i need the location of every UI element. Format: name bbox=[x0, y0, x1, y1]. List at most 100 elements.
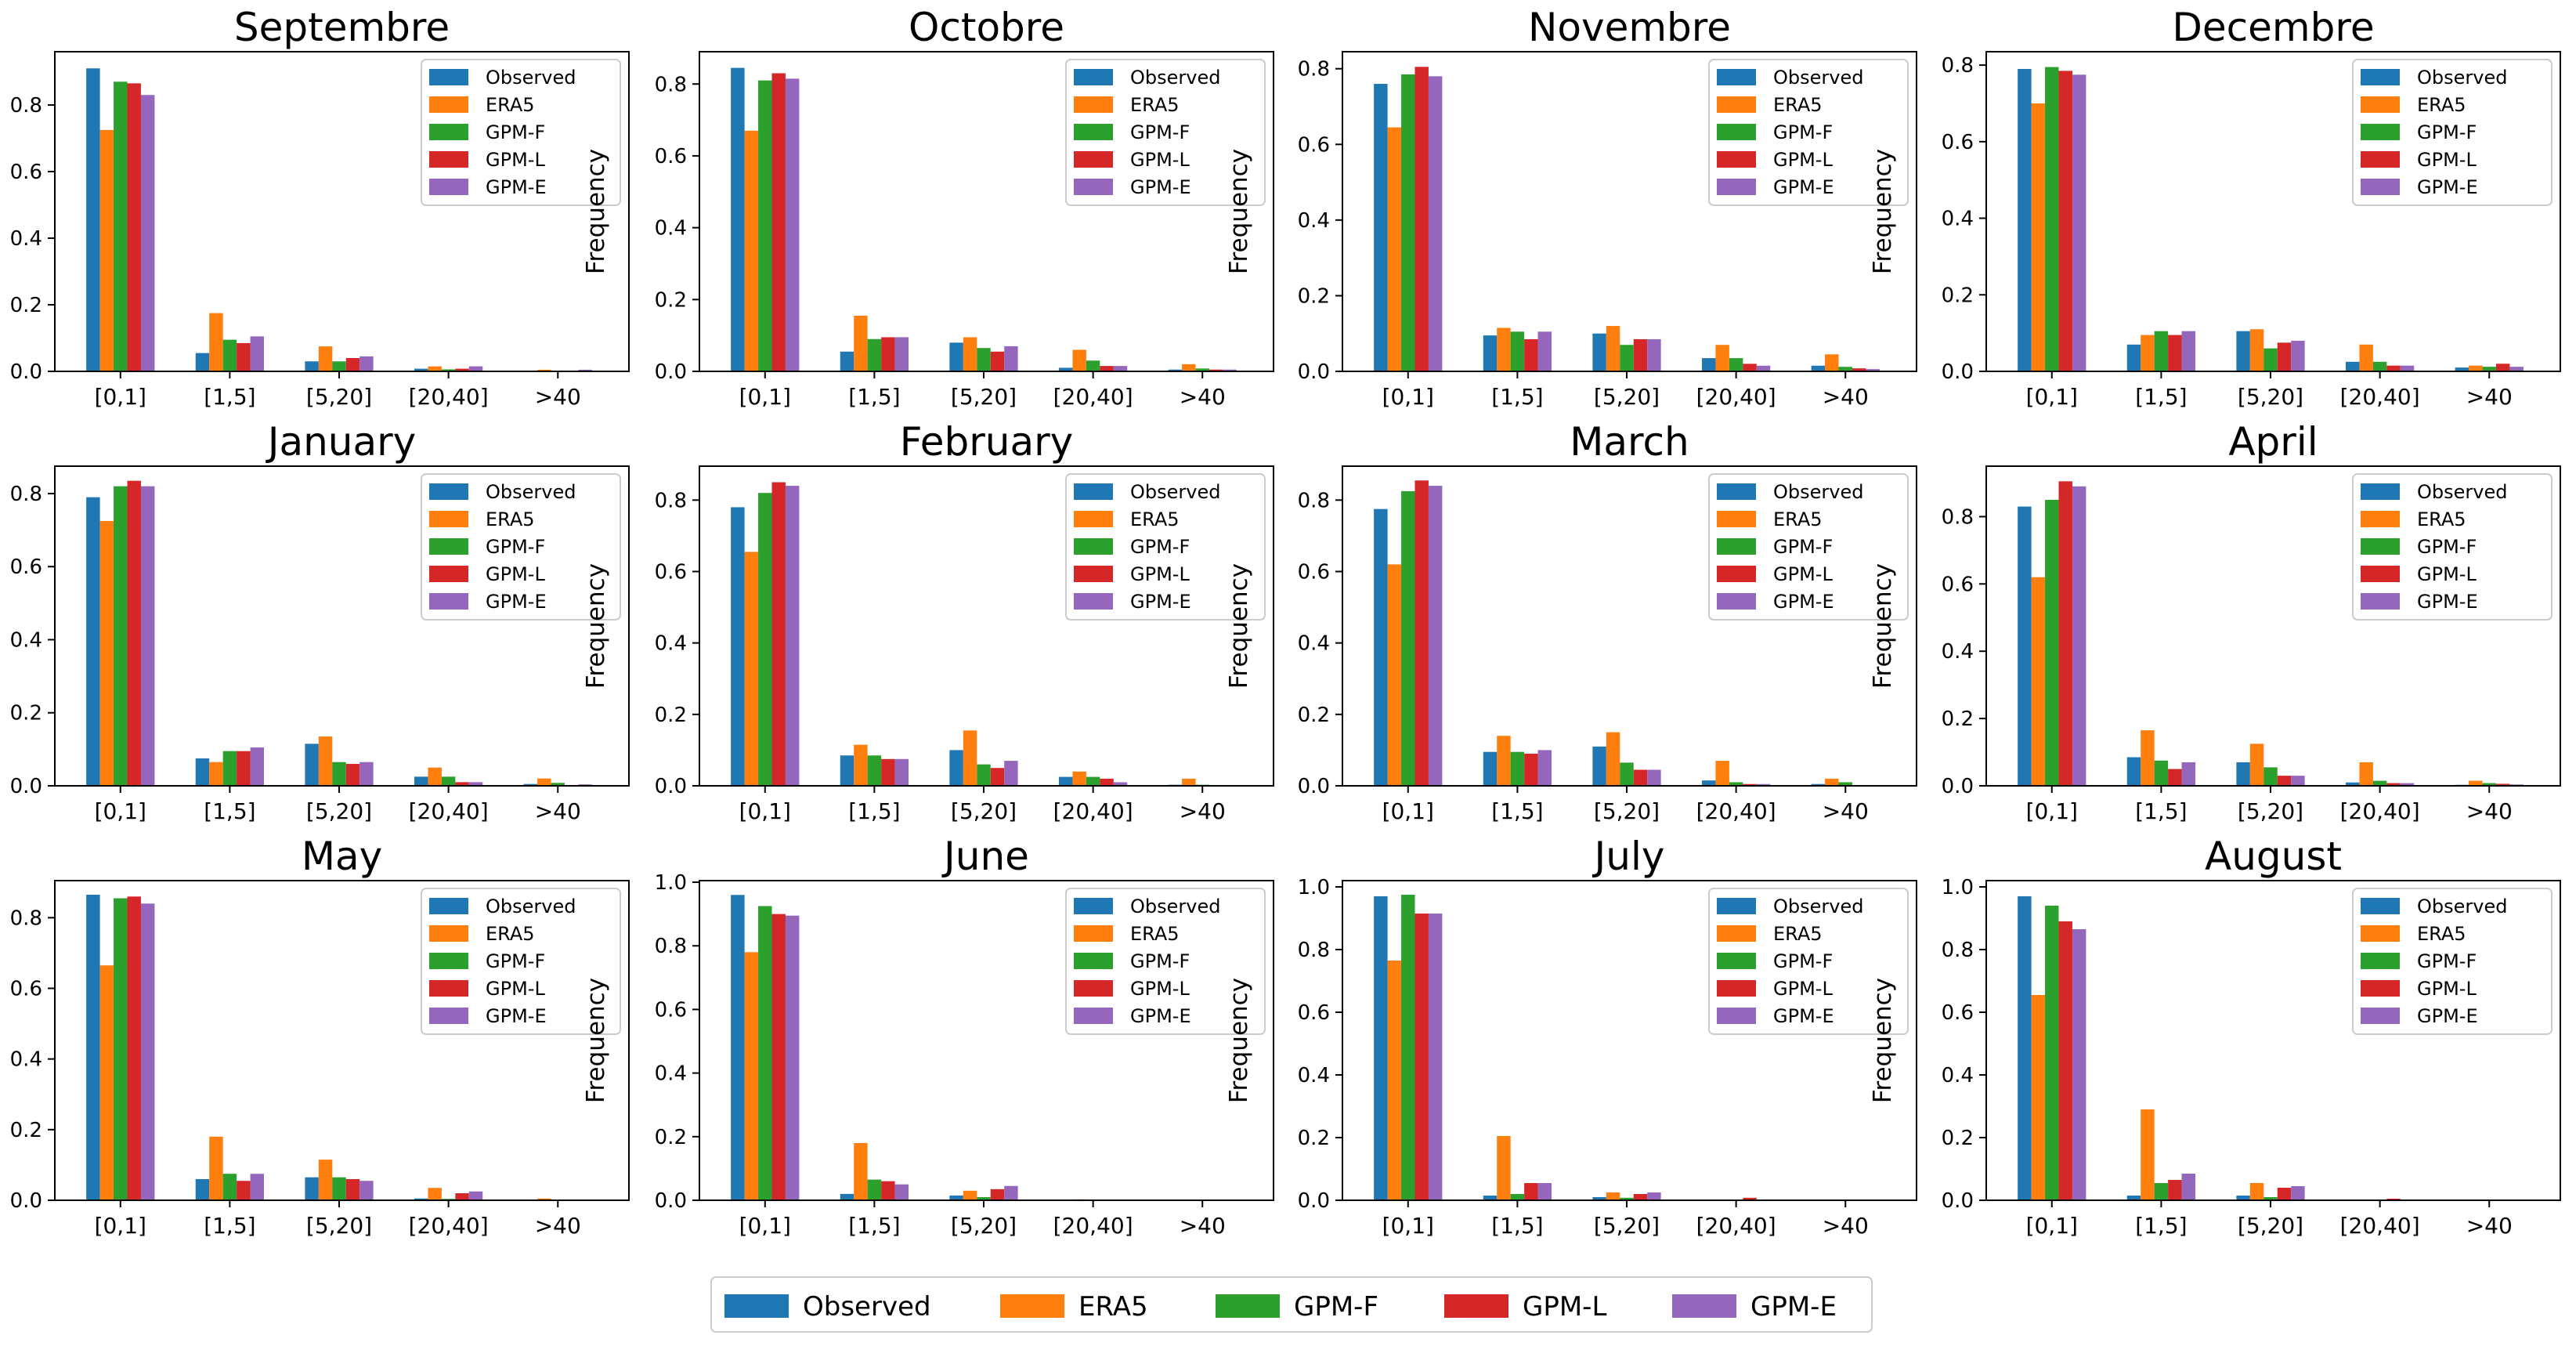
bar-gpm-e-3 bbox=[1756, 365, 1771, 371]
bar-gpm-l-1 bbox=[237, 751, 251, 786]
bar-gpm-e-3 bbox=[1113, 366, 1128, 371]
bar-gpm-e-2 bbox=[1004, 761, 1018, 786]
legend-label: GPM-F bbox=[1130, 950, 1190, 972]
bar-gpm-f-0 bbox=[758, 493, 772, 786]
bar-era5-2 bbox=[2249, 744, 2264, 786]
legend-swatch-observed bbox=[2361, 483, 2400, 500]
subplot-septembre: 0.0 0.2 0.4 0.6 0.8 [0,1] [1,5] [5,20] [20,40] >4… bbox=[10, 5, 630, 410]
y-tick-label: 0.2 bbox=[1942, 707, 1974, 731]
bar-gpm-e-3 bbox=[2400, 783, 2415, 786]
legend-frame bbox=[1065, 888, 1266, 1035]
subplot-legend: Observed ERA5 GPM-F GPM-L GPM-E bbox=[2352, 888, 2553, 1035]
legend-swatch-observed bbox=[429, 898, 468, 914]
legend-swatch-gpm-l bbox=[2361, 566, 2400, 582]
subplot-legend: Observed ERA5 GPM-F GPM-L GPM-E bbox=[2352, 473, 2553, 621]
legend-label: Observed bbox=[1130, 896, 1220, 917]
bar-gpm-l-2 bbox=[2277, 342, 2292, 371]
legend-label: Observed bbox=[1130, 481, 1220, 503]
bar-era5-1 bbox=[2141, 335, 2155, 371]
bar-era5-2 bbox=[318, 346, 333, 372]
subplot-legend: Observed ERA5 GPM-F GPM-L GPM-E bbox=[1065, 473, 1266, 621]
legend-label: GPM-E bbox=[2417, 591, 2478, 613]
legend-swatch-era5 bbox=[1074, 925, 1113, 942]
bar-gpm-f-2 bbox=[977, 1196, 991, 1200]
legend-swatch-observed bbox=[1717, 898, 1756, 914]
bar-gpm-e-0 bbox=[785, 486, 800, 786]
bar-gpm-f-1 bbox=[222, 1174, 237, 1200]
y-tick-label: 0.2 bbox=[1942, 1127, 1974, 1150]
bar-observed-4 bbox=[2455, 367, 2469, 371]
bar-era5-0 bbox=[744, 130, 759, 371]
bar-gpm-l-1 bbox=[1524, 753, 1538, 786]
y-tick-label: 0.6 bbox=[655, 998, 687, 1022]
bar-gpm-l-1 bbox=[1524, 338, 1538, 371]
x-tick-label: [20,40] bbox=[2340, 384, 2420, 410]
legend-swatch-gpm-e bbox=[429, 593, 468, 610]
axes-frame bbox=[1985, 465, 2561, 787]
bar-era5-2 bbox=[2249, 1183, 2264, 1200]
bar-gpm-f-3 bbox=[2372, 361, 2387, 371]
x-tick-label: [1,5] bbox=[2135, 384, 2187, 410]
legend-swatch-era5 bbox=[1074, 511, 1113, 527]
y-tick-label: 0.6 bbox=[655, 560, 687, 584]
bar-gpm-e-0 bbox=[140, 486, 155, 786]
bar-gpm-e-2 bbox=[359, 762, 374, 786]
bar-gpm-f-2 bbox=[977, 348, 991, 371]
bar-gpm-e-2 bbox=[1647, 338, 1661, 371]
legend-swatch-gpm-l bbox=[1074, 151, 1113, 168]
legend-label: GPM-F bbox=[1773, 121, 1833, 143]
y-tick-label: 0.6 bbox=[10, 555, 42, 579]
bar-era5-0 bbox=[744, 952, 759, 1200]
x-tick-label: [20,40] bbox=[409, 1213, 489, 1239]
bar-observed-0 bbox=[731, 895, 745, 1200]
x-tick-label: >40 bbox=[2466, 1213, 2513, 1239]
bar-observed-0 bbox=[2018, 68, 2032, 372]
bar-era5-2 bbox=[1606, 732, 1620, 786]
bar-era5-2 bbox=[963, 337, 977, 371]
legend-swatch-gpm-f bbox=[2361, 538, 2400, 555]
global-legend: Observed ERA5 GPM-F GPM-L GPM-E bbox=[710, 1276, 1873, 1333]
y-tick-label: 0.8 bbox=[1298, 489, 1330, 512]
bar-gpm-l-2 bbox=[345, 1178, 360, 1200]
bar-gpm-l-0 bbox=[771, 914, 786, 1200]
x-tick-label: >40 bbox=[535, 1213, 581, 1239]
bar-gpm-f-2 bbox=[332, 361, 346, 371]
legend-label: GPM-F bbox=[1773, 950, 1833, 972]
bar-gpm-f-1 bbox=[2154, 1183, 2169, 1200]
bar-gpm-f-3 bbox=[441, 776, 456, 786]
bar-gpm-f-4 bbox=[1838, 782, 1852, 786]
x-tick-label: [5,20] bbox=[306, 1213, 372, 1239]
bar-observed-0 bbox=[1374, 508, 1388, 786]
y-tick-label: 0.2 bbox=[655, 288, 687, 312]
y-tick-label: 0.0 bbox=[1942, 360, 1974, 384]
legend-label: ERA5 bbox=[486, 923, 535, 945]
bar-gpm-f-0 bbox=[1401, 895, 1415, 1200]
bar-gpm-f-2 bbox=[332, 1177, 346, 1200]
bar-observed-2 bbox=[949, 750, 963, 786]
bar-gpm-l-2 bbox=[1633, 338, 1648, 371]
y-tick-label: 1.0 bbox=[655, 871, 687, 895]
legend-swatch-gpm-f bbox=[1717, 124, 1756, 140]
y-tick-label: 0.0 bbox=[1942, 1189, 1974, 1213]
legend-swatch-era5 bbox=[1717, 925, 1756, 942]
y-axis-label: Frequency bbox=[582, 563, 610, 689]
subplot-title: April bbox=[2228, 419, 2318, 465]
legend-label: Observed bbox=[1130, 67, 1220, 89]
legend-label: GPM-L bbox=[486, 149, 545, 171]
bar-era5-4 bbox=[537, 778, 551, 786]
legend-swatch-observed bbox=[2361, 69, 2400, 85]
bar-era5-3 bbox=[1715, 345, 1729, 371]
y-tick-label: 0.4 bbox=[1942, 208, 1974, 231]
x-tick-label: [5,20] bbox=[2238, 1213, 2303, 1239]
x-tick-label: >40 bbox=[1823, 798, 1869, 824]
bar-observed-3 bbox=[414, 1198, 428, 1200]
x-tick-label: [20,40] bbox=[1696, 798, 1776, 824]
legend-label: ERA5 bbox=[2417, 508, 2466, 530]
bar-observed-2 bbox=[1592, 746, 1606, 786]
y-tick-label: 0.0 bbox=[1298, 775, 1330, 798]
bar-gpm-f-0 bbox=[758, 906, 772, 1200]
bar-gpm-l-3 bbox=[1100, 778, 1114, 786]
y-tick-label: 0.0 bbox=[655, 1189, 687, 1213]
bar-gpm-f-1 bbox=[1510, 751, 1525, 786]
bar-observed-4 bbox=[523, 783, 538, 786]
